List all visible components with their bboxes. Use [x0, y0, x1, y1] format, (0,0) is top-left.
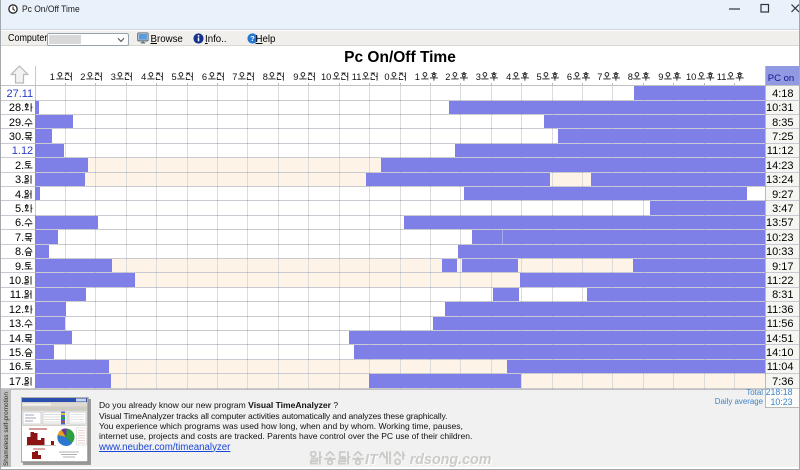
svg-text:?: ? — [250, 34, 255, 43]
